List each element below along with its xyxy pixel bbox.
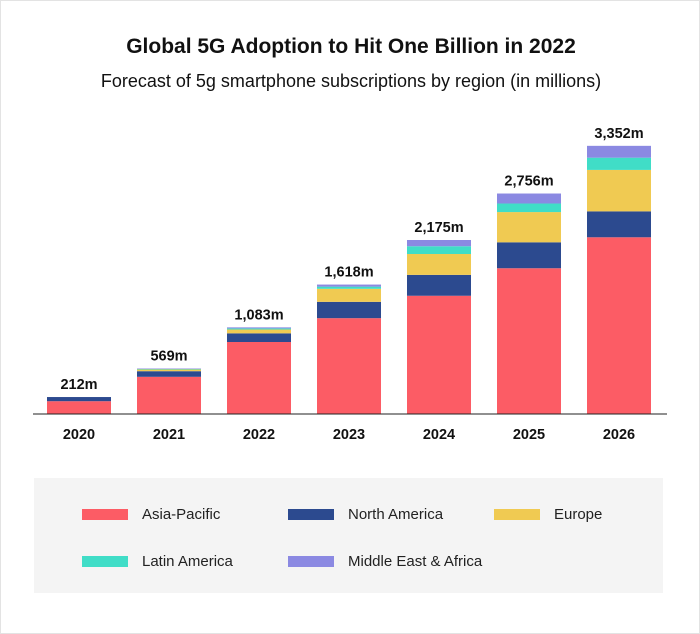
legend-label: Europe (554, 506, 603, 523)
chart-title: Global 5G Adoption to Hit One Billion in… (126, 35, 576, 58)
x-tick-label-2026: 2026 (603, 427, 635, 443)
bar-segment-2026-europe (587, 169, 651, 212)
total-label-2021: 569m (150, 348, 187, 364)
bar-segment-2026-north-america (587, 211, 651, 238)
bar-segment-2020-north-america (47, 397, 111, 402)
legend-swatch (82, 556, 128, 567)
x-tick-label-2021: 2021 (153, 427, 185, 443)
chart-subtitle: Forecast of 5g smartphone subscriptions … (100, 71, 602, 91)
bar-segment-2023-europe (317, 288, 381, 302)
total-label-2022: 1,083m (234, 307, 283, 323)
x-tick-label-2022: 2022 (243, 427, 275, 443)
bar-segment-2025-latin-america (497, 203, 561, 213)
legend-label: North America (348, 506, 444, 523)
legend-item-middle-east-africa: Middle East & Africa (288, 553, 482, 570)
bar-segment-2022-middle-east-africa (227, 327, 291, 329)
labels-group: 212m 2020 569m 2021 1,083m 2022 1,618m 2023 2,17… (60, 126, 643, 443)
legend: Asia-Pacific North America Europe Latin Ame… (34, 478, 663, 593)
legend-label: Latin America (142, 553, 233, 570)
legend-item-north-america: North America (288, 506, 443, 523)
bar-segment-2021-europe (137, 369, 201, 372)
bar-segment-2023-middle-east-africa (317, 284, 381, 287)
bar-segment-2024-asia-pacific (407, 295, 471, 414)
bar-segment-2024-north-america (407, 274, 471, 296)
bars-group (47, 145, 651, 414)
stacked-bar-chart: 212m 2020 569m 2021 1,083m 2022 1,618m 2023 2,17… (33, 126, 667, 443)
bar-segment-2026-asia-pacific (587, 237, 651, 414)
total-label-2025: 2,756m (504, 174, 553, 190)
legend-swatch (288, 556, 334, 567)
bar-segment-2022-asia-pacific (227, 342, 291, 414)
bar-segment-2021-north-america (137, 371, 201, 377)
legend-label: Middle East & Africa (348, 553, 483, 570)
legend-item-asia-pacific: Asia-Pacific (82, 506, 220, 523)
bar-segment-2021-latin-america (137, 368, 201, 370)
bar-segment-2025-north-america (497, 242, 561, 269)
bar-segment-2025-europe (497, 212, 561, 243)
bar-segment-2023-asia-pacific (317, 318, 381, 414)
bar-segment-2025-middle-east-africa (497, 193, 561, 204)
total-label-2026: 3,352m (594, 126, 643, 142)
bar-segment-2021-asia-pacific (137, 376, 201, 414)
x-tick-label-2025: 2025 (513, 427, 545, 443)
bar-segment-2026-middle-east-africa (587, 145, 651, 158)
legend-item-latin-america: Latin America (82, 553, 233, 570)
total-label-2023: 1,618m (324, 265, 373, 281)
legend-item-europe: Europe (494, 506, 602, 523)
total-label-2020: 212m (60, 377, 97, 393)
bar-segment-2023-north-america (317, 301, 381, 319)
bar-segment-2026-latin-america (587, 157, 651, 170)
bar-segment-2025-asia-pacific (497, 268, 561, 414)
bar-segment-2024-europe (407, 254, 471, 275)
bar-segment-2022-latin-america (227, 328, 291, 330)
x-tick-label-2024: 2024 (423, 427, 455, 443)
x-tick-label-2023: 2023 (333, 427, 365, 443)
legend-swatch (82, 509, 128, 520)
x-tick-label-2020: 2020 (63, 427, 95, 443)
total-label-2024: 2,175m (414, 220, 463, 236)
bar-segment-2020-asia-pacific (47, 401, 111, 414)
legend-swatch (494, 509, 540, 520)
bar-segment-2022-europe (227, 329, 291, 334)
legend-label: Asia-Pacific (142, 506, 221, 523)
bar-segment-2024-middle-east-africa (407, 240, 471, 247)
bar-segment-2024-latin-america (407, 246, 471, 254)
bar-segment-2023-latin-america (317, 286, 381, 289)
legend-swatch (288, 509, 334, 520)
bar-segment-2022-north-america (227, 333, 291, 342)
